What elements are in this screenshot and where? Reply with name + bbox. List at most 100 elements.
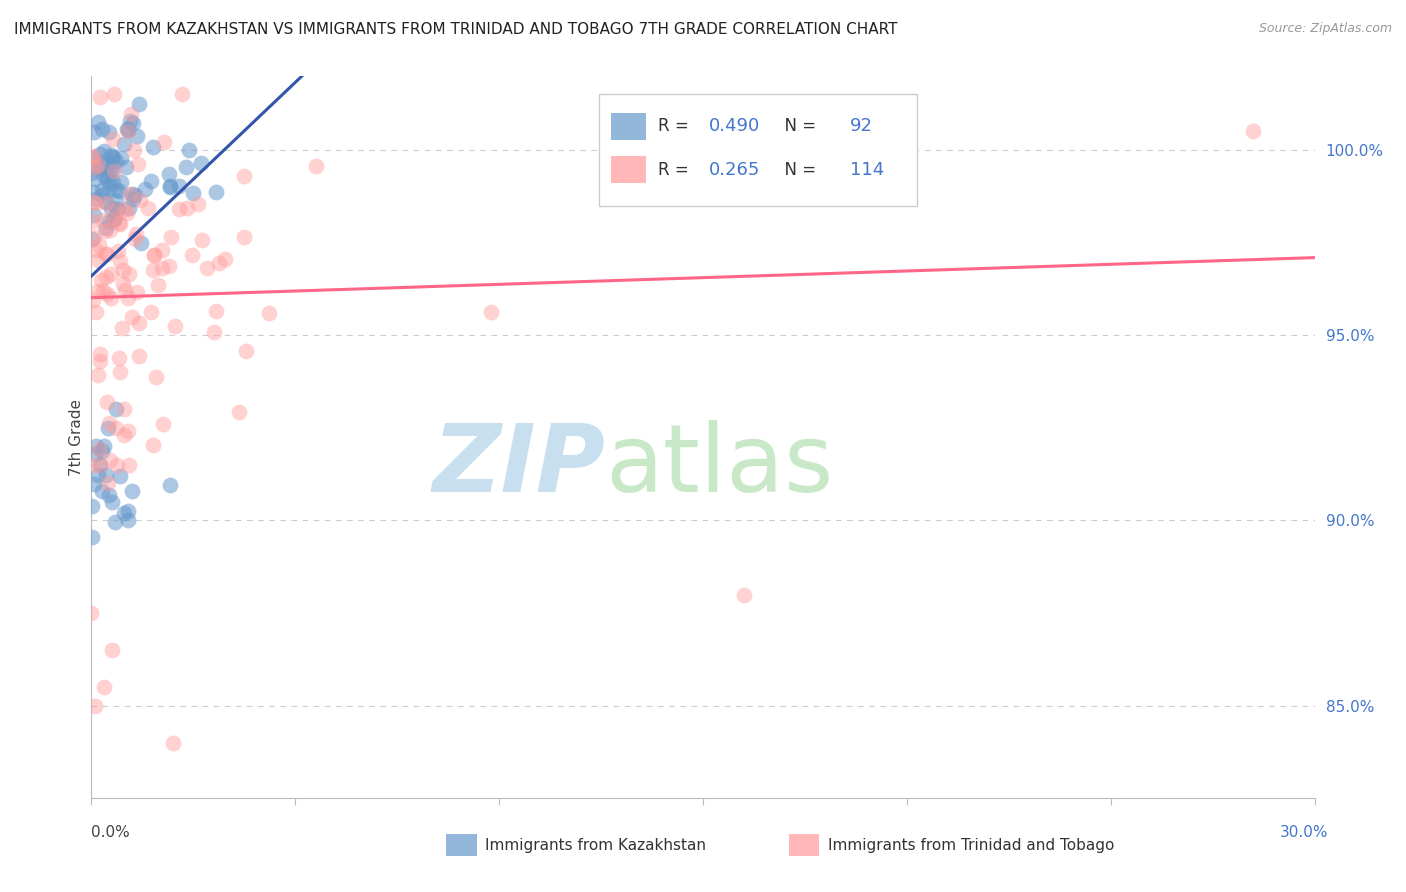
- Point: [89, 159, 111, 173]
- Point: [167, 202, 190, 216]
- Point: [94, 160, 117, 174]
- Point: [108, 217, 131, 231]
- Point: [153, 135, 176, 149]
- Point: [162, 736, 184, 750]
- Point: [127, 156, 149, 170]
- Point: [96, 169, 118, 183]
- Text: atlas: atlas: [605, 420, 834, 512]
- Point: [86, 243, 108, 257]
- Point: [103, 164, 125, 178]
- Text: 0.265: 0.265: [709, 161, 761, 178]
- Point: [190, 156, 212, 170]
- Point: [257, 306, 280, 320]
- Point: [181, 248, 204, 262]
- Point: [101, 163, 124, 178]
- Point: [82, 500, 104, 514]
- Point: [100, 291, 122, 305]
- Point: [83, 208, 105, 222]
- Point: [118, 186, 141, 201]
- Point: [100, 267, 122, 281]
- Point: [94, 224, 117, 238]
- Point: [89, 161, 111, 176]
- Point: [89, 458, 111, 472]
- Point: [122, 143, 145, 157]
- Point: [84, 698, 107, 713]
- Point: [163, 318, 186, 333]
- Point: [108, 184, 131, 198]
- Point: [97, 421, 120, 435]
- Point: [160, 229, 183, 244]
- Point: [142, 248, 165, 262]
- Point: [103, 212, 125, 227]
- Point: [89, 354, 111, 368]
- Point: [233, 169, 256, 184]
- Point: [1243, 124, 1265, 138]
- Point: [100, 202, 122, 216]
- Point: [117, 121, 139, 136]
- Point: [108, 469, 131, 483]
- Text: Immigrants from Kazakhstan: Immigrants from Kazakhstan: [485, 838, 706, 853]
- Point: [112, 402, 135, 417]
- Point: [94, 468, 117, 483]
- Point: [176, 201, 198, 215]
- Text: N =: N =: [773, 118, 821, 136]
- Point: [103, 211, 125, 226]
- Point: [84, 192, 107, 206]
- Point: [91, 484, 114, 499]
- Point: [104, 153, 127, 168]
- Point: [96, 270, 118, 285]
- Point: [111, 262, 134, 277]
- Point: [104, 421, 127, 435]
- Point: [145, 370, 167, 384]
- Point: [96, 247, 118, 261]
- Point: [121, 310, 143, 324]
- Point: [112, 137, 135, 152]
- Point: [87, 368, 110, 383]
- Point: [118, 267, 141, 281]
- Point: [174, 161, 197, 175]
- Point: [120, 114, 142, 128]
- Point: [129, 236, 152, 251]
- Point: [82, 151, 104, 165]
- Point: [139, 174, 162, 188]
- Point: [90, 183, 112, 197]
- Point: [96, 194, 118, 209]
- Point: [117, 513, 139, 527]
- Point: [117, 504, 139, 518]
- Point: [128, 349, 150, 363]
- Point: [84, 447, 107, 461]
- Point: [83, 230, 105, 244]
- Point: [83, 196, 105, 211]
- Point: [97, 213, 120, 227]
- Point: [90, 188, 112, 202]
- Point: [214, 252, 236, 267]
- Point: [128, 97, 150, 112]
- Point: [159, 477, 181, 491]
- Point: [134, 182, 156, 196]
- Point: [125, 227, 148, 241]
- Point: [89, 146, 111, 161]
- Point: [142, 263, 165, 277]
- Point: [111, 321, 134, 335]
- Bar: [789, 835, 820, 856]
- Point: [89, 458, 111, 472]
- Point: [100, 156, 122, 170]
- Y-axis label: 7th Grade: 7th Grade: [69, 399, 84, 475]
- Point: [187, 196, 209, 211]
- Point: [479, 305, 502, 319]
- Point: [101, 643, 124, 657]
- Point: [108, 254, 131, 268]
- Point: [121, 186, 143, 201]
- Point: [83, 185, 105, 199]
- Point: [108, 217, 131, 231]
- Point: [93, 168, 115, 182]
- Point: [103, 211, 125, 226]
- Point: [150, 261, 173, 276]
- Text: ZIP: ZIP: [432, 420, 605, 512]
- Point: [108, 365, 131, 379]
- Point: [98, 453, 121, 467]
- Text: 0.0%: 0.0%: [91, 825, 131, 840]
- Point: [80, 458, 103, 472]
- Point: [82, 232, 104, 246]
- Text: Immigrants from Trinidad and Tobago: Immigrants from Trinidad and Tobago: [828, 838, 1114, 853]
